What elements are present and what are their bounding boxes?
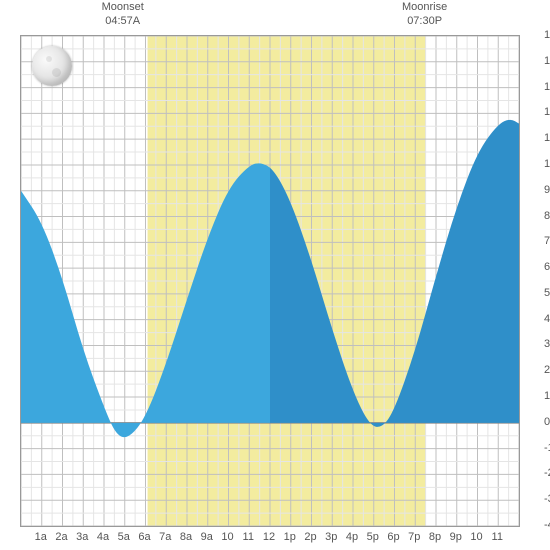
moonrise-label: Moonrise 07:30P: [395, 0, 455, 29]
y-tick: 15: [544, 29, 550, 41]
x-tick: 5p: [367, 531, 379, 543]
y-tick: 10: [544, 158, 550, 170]
top-annotations: Moonset 04:57A Moonrise 07:30P: [0, 0, 550, 35]
x-tick: 10: [470, 531, 482, 543]
y-tick: -4: [544, 519, 550, 531]
moonrise-time: 07:30P: [395, 14, 455, 28]
moonset-time: 04:57A: [93, 14, 153, 28]
y-tick: 1: [544, 390, 550, 402]
y-tick: 2: [544, 364, 550, 376]
y-tick: 0: [544, 416, 550, 428]
y-tick: 14: [544, 55, 550, 67]
x-tick: 7p: [408, 531, 420, 543]
x-tick: 10: [221, 531, 233, 543]
plot-area: [20, 35, 520, 527]
moonrise-title: Moonrise: [395, 0, 455, 14]
x-tick: 7a: [159, 531, 171, 543]
x-tick: 12: [263, 531, 275, 543]
moon-icon: [32, 46, 72, 86]
x-tick: 4p: [346, 531, 358, 543]
x-tick: 4a: [97, 531, 109, 543]
x-tick: 9a: [201, 531, 213, 543]
y-tick: 11: [544, 132, 550, 144]
y-tick: 3: [544, 338, 550, 350]
y-tick: 9: [544, 184, 550, 196]
x-tick: 2p: [304, 531, 316, 543]
x-tick: 8p: [429, 531, 441, 543]
y-tick: -1: [544, 442, 550, 454]
x-tick: 11: [243, 531, 254, 543]
y-tick: -2: [544, 467, 550, 479]
x-tick: 1a: [35, 531, 47, 543]
y-tick: 5: [544, 287, 550, 299]
x-tick: 3a: [76, 531, 88, 543]
x-tick: 11: [492, 531, 503, 543]
y-tick: 13: [544, 81, 550, 93]
y-tick: 8: [544, 210, 550, 222]
x-tick: 1p: [284, 531, 296, 543]
x-tick: 2a: [55, 531, 67, 543]
tide-chart: Moonset 04:57A Moonrise 07:30P -4 -3 -2 -1 0…: [0, 0, 550, 550]
x-tick: 3p: [325, 531, 337, 543]
y-tick: 12: [544, 106, 550, 118]
y-tick: 6: [544, 261, 550, 273]
x-tick: 5a: [118, 531, 130, 543]
moonset-title: Moonset: [93, 0, 153, 14]
x-tick: 6p: [387, 531, 399, 543]
x-axis: 1a 2a 3a 4a 5a 6a 7a 8a 9a 10 11 12 1p 2p 3p 4p 5p 6p 7p 8p…: [20, 531, 518, 546]
x-tick: 8a: [180, 531, 192, 543]
x-tick: 6a: [138, 531, 150, 543]
moonset-label: Moonset 04:57A: [93, 0, 153, 29]
y-tick: 7: [544, 235, 550, 247]
x-tick: 9p: [450, 531, 462, 543]
y-tick: 4: [544, 313, 550, 325]
y-tick: -3: [544, 493, 550, 505]
